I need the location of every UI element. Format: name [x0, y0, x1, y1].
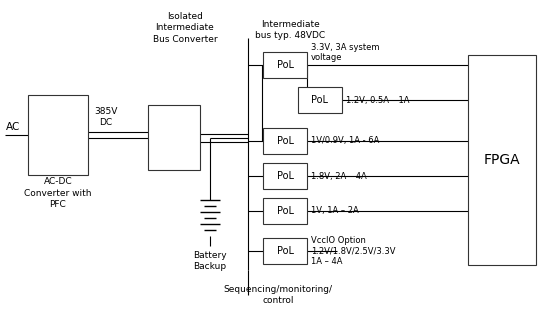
Bar [263, 163, 307, 189]
Bar [263, 198, 307, 224]
Bar [298, 87, 342, 113]
Text: AC: AC [6, 122, 21, 132]
Bar [148, 105, 200, 170]
Bar [263, 238, 307, 264]
Text: 1.2V, 0.5A – 1A: 1.2V, 0.5A – 1A [346, 95, 410, 105]
Text: PoL: PoL [277, 136, 294, 146]
Bar [263, 52, 307, 78]
Text: PoL: PoL [277, 246, 294, 256]
Text: 1.8V, 2A – 4A: 1.8V, 2A – 4A [311, 172, 367, 181]
Text: Battery
Backup: Battery Backup [193, 251, 227, 271]
Text: FPGA: FPGA [484, 153, 520, 167]
Text: 1V/0.9V, 1A - 6A: 1V/0.9V, 1A - 6A [311, 137, 379, 145]
Text: PoL: PoL [311, 95, 329, 105]
Text: 3.3V, 3A system
voltage: 3.3V, 3A system voltage [311, 43, 379, 62]
Bar [468, 55, 536, 265]
Text: Sequencing/monitoring/
control: Sequencing/monitoring/ control [224, 285, 333, 305]
Bar [263, 128, 307, 154]
Text: AC-DC
Converter with
PFC: AC-DC Converter with PFC [24, 178, 92, 209]
Text: VccIO Option
1.2V/1.8V/2.5V/3.3V
1A – 4A: VccIO Option 1.2V/1.8V/2.5V/3.3V 1A – 4A [311, 236, 396, 266]
Text: 385V
DC: 385V DC [94, 107, 118, 127]
Text: Isolated
Intermediate
Bus Converter: Isolated Intermediate Bus Converter [153, 12, 217, 44]
Text: PoL: PoL [277, 171, 294, 181]
Bar [28, 95, 88, 175]
Text: Intermediate
bus typ. 48VDC: Intermediate bus typ. 48VDC [255, 20, 325, 40]
Text: PoL: PoL [277, 60, 294, 70]
Text: PoL: PoL [277, 206, 294, 216]
Text: 1V, 1A – 2A: 1V, 1A – 2A [311, 207, 359, 216]
